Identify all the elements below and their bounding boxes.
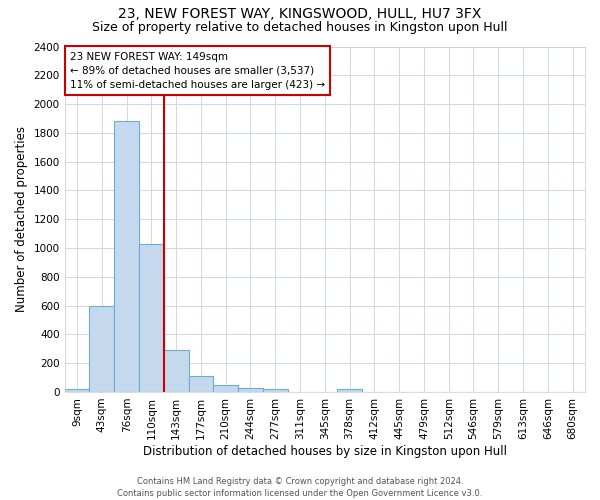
X-axis label: Distribution of detached houses by size in Kingston upon Hull: Distribution of detached houses by size … <box>143 444 507 458</box>
Text: 23, NEW FOREST WAY, KINGSWOOD, HULL, HU7 3FX: 23, NEW FOREST WAY, KINGSWOOD, HULL, HU7… <box>118 8 482 22</box>
Bar <box>164 350 188 392</box>
Bar <box>89 306 114 392</box>
Text: Contains HM Land Registry data © Crown copyright and database right 2024.
Contai: Contains HM Land Registry data © Crown c… <box>118 476 482 498</box>
Text: Size of property relative to detached houses in Kingston upon Hull: Size of property relative to detached ho… <box>92 21 508 34</box>
Bar <box>114 122 139 392</box>
Bar <box>139 244 164 392</box>
Bar <box>65 389 89 392</box>
Bar <box>263 389 287 392</box>
Bar <box>188 376 214 392</box>
Bar <box>238 388 263 392</box>
Bar <box>214 386 238 392</box>
Y-axis label: Number of detached properties: Number of detached properties <box>15 126 28 312</box>
Bar <box>337 389 362 392</box>
Text: 23 NEW FOREST WAY: 149sqm
← 89% of detached houses are smaller (3,537)
11% of se: 23 NEW FOREST WAY: 149sqm ← 89% of detac… <box>70 52 325 90</box>
